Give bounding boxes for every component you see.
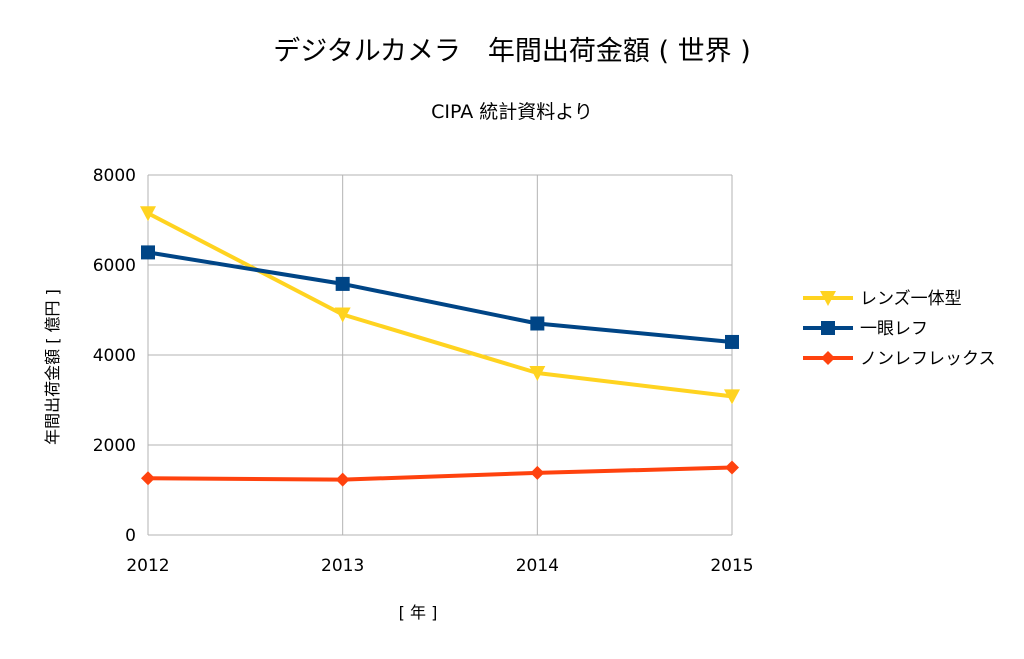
- legend-marker: [821, 351, 835, 365]
- legend-marker: [820, 291, 836, 306]
- y-tick-label: 2000: [93, 436, 136, 456]
- grid-lines: [147, 174, 733, 536]
- data-point: [141, 471, 155, 486]
- chart-subtitle: CIPA 統計資料より: [431, 101, 593, 123]
- legend-item: ノンレフレックス: [803, 349, 996, 369]
- series-line: [147, 250, 733, 344]
- data-point: [140, 206, 156, 222]
- x-axis-label: [ 年 ]: [399, 603, 438, 622]
- data-point: [530, 465, 545, 480]
- x-tick-label: 2013: [321, 556, 364, 576]
- chart-title: デジタルカメラ 年間出荷金額 ( 世界 ): [273, 36, 750, 67]
- data-point: [529, 366, 546, 381]
- y-tick-label: 0: [125, 526, 136, 546]
- data-point: [530, 316, 545, 331]
- data-point: [335, 276, 350, 291]
- legend-item: 一眼レフ: [803, 319, 928, 339]
- data-point: [335, 472, 350, 487]
- series-3: [141, 460, 739, 487]
- legend-item: レンズ一体型: [803, 289, 962, 309]
- data-point: [725, 460, 739, 475]
- legend-marker: [821, 321, 835, 335]
- data-point: [141, 245, 155, 260]
- series-line: [147, 465, 733, 482]
- y-tick-label: 6000: [93, 256, 136, 276]
- data-point: [725, 334, 739, 349]
- x-tick-labels: 2012 2013 2014 2015: [126, 556, 753, 576]
- legend-label: 一眼レフ: [860, 319, 928, 339]
- series-layer: [140, 206, 740, 487]
- data-point: [334, 307, 351, 323]
- x-tick-label: 2012: [126, 556, 169, 576]
- x-tick-label: 2014: [516, 556, 559, 576]
- y-tick-labels: 0 2000 4000 6000 8000: [93, 166, 136, 546]
- legend-label: ノンレフレックス: [860, 349, 996, 369]
- series-2: [141, 245, 739, 349]
- series-line: [147, 211, 733, 399]
- x-tick-label: 2015: [710, 556, 753, 576]
- y-tick-label: 8000: [93, 166, 136, 186]
- series-1: [140, 206, 740, 405]
- data-point: [724, 389, 740, 405]
- y-tick-label: 4000: [93, 346, 136, 366]
- y-axis-label: 年間出荷金額 [ 億円 ]: [43, 289, 62, 445]
- legend-label: レンズ一体型: [860, 289, 962, 309]
